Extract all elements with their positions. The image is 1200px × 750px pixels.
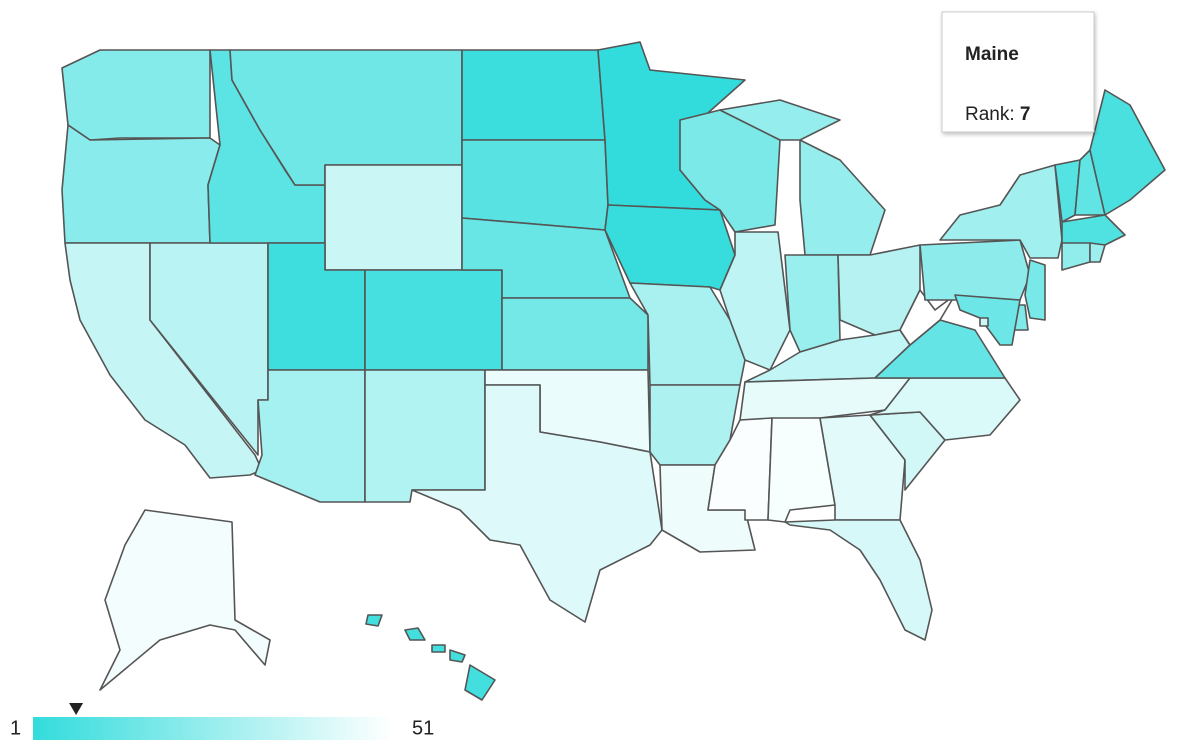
state[interactable] xyxy=(1089,242,1106,263)
tooltip: Maine Rank: 7 xyxy=(941,11,1095,133)
state[interactable] xyxy=(411,384,663,623)
state[interactable] xyxy=(364,369,486,503)
state[interactable] xyxy=(784,254,841,353)
state[interactable] xyxy=(1089,89,1166,216)
state[interactable] xyxy=(919,239,1031,301)
tooltip-title: Maine xyxy=(965,44,1019,65)
state[interactable] xyxy=(365,614,496,701)
state[interactable] xyxy=(939,164,1063,259)
state[interactable] xyxy=(61,49,211,141)
states xyxy=(61,41,1166,701)
tooltip-value: 7 xyxy=(1020,104,1031,125)
colorbar-max-label: 51 xyxy=(412,717,434,739)
state[interactable] xyxy=(324,164,463,271)
state[interactable] xyxy=(784,519,933,641)
colorbar-min-label: 1 xyxy=(10,717,21,739)
state[interactable] xyxy=(461,49,606,141)
svg-text:Rank: 7: Rank: 7 xyxy=(965,104,1031,125)
colorbar-marker xyxy=(69,703,84,715)
tooltip-label: Rank: xyxy=(965,104,1015,125)
state[interactable] xyxy=(604,204,736,291)
state[interactable] xyxy=(979,317,989,327)
state[interactable] xyxy=(461,139,609,231)
state[interactable] xyxy=(1061,242,1091,271)
state[interactable] xyxy=(719,231,791,371)
state[interactable] xyxy=(1061,214,1126,246)
colorbar xyxy=(33,717,392,740)
state[interactable] xyxy=(99,509,271,691)
state[interactable] xyxy=(629,282,746,386)
tooltip-box xyxy=(941,11,1095,133)
state[interactable] xyxy=(254,369,366,503)
state[interactable] xyxy=(364,269,503,371)
state[interactable] xyxy=(61,124,221,244)
state[interactable] xyxy=(501,297,649,371)
state[interactable] xyxy=(1024,259,1046,321)
